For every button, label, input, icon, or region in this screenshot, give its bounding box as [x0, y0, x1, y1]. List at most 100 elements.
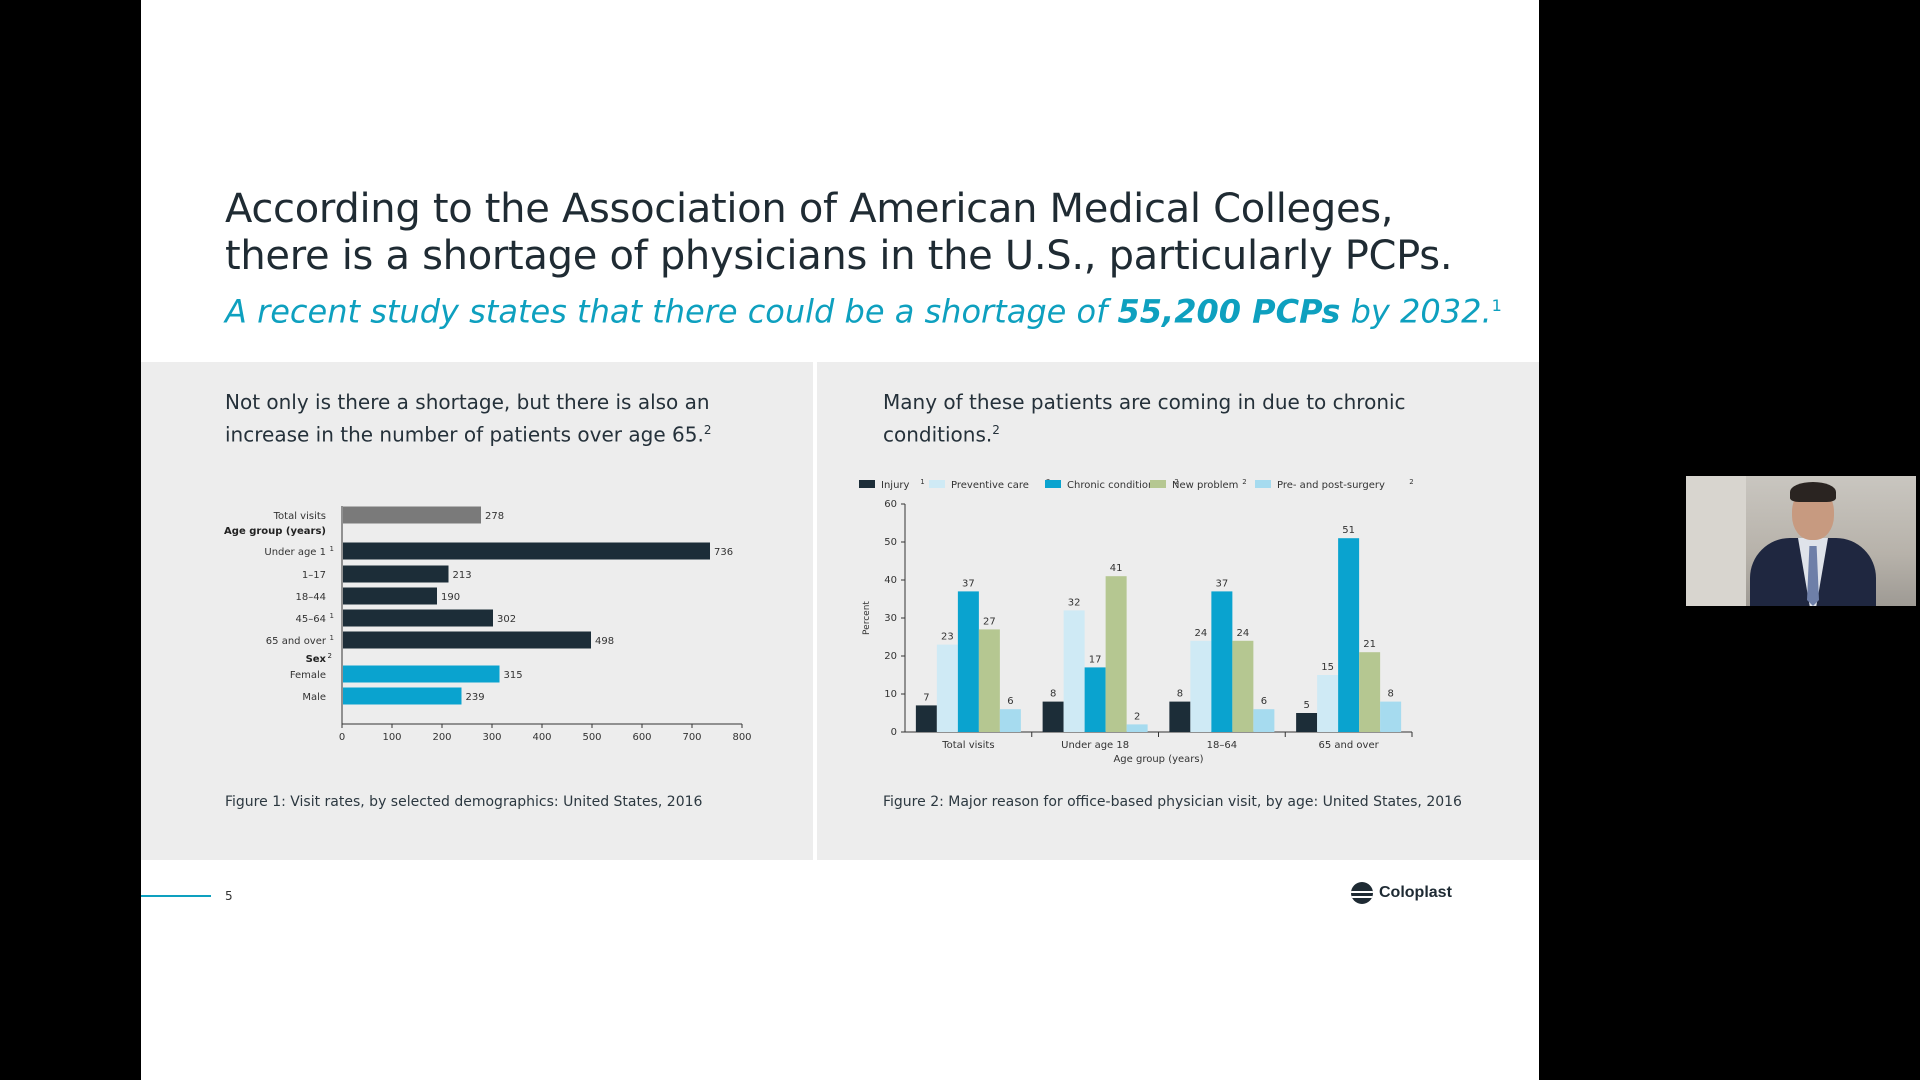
bar-0-2 [957, 591, 979, 732]
legend-swatch-0 [859, 480, 875, 488]
category-label: Under age 1 [264, 547, 326, 558]
coloplast-logo-icon [1351, 882, 1373, 904]
category-label: Female [290, 670, 326, 681]
bar-3 [343, 587, 437, 605]
legend-label: Preventive care [951, 480, 1029, 491]
bar-value-label: 24 [1195, 628, 1208, 639]
bar-value-label: 24 [1237, 628, 1250, 639]
x-tick-label: 100 [382, 732, 401, 742]
legend-ref: 2 [1242, 478, 1246, 486]
coloplast-logo: Coloplast [1351, 882, 1452, 904]
category-label: 18–64 [1207, 740, 1237, 751]
y-tick-label: 20 [884, 651, 897, 662]
bar-value-label: 17 [1089, 654, 1102, 665]
subtitle-pre: A recent study states that there could b… [225, 292, 1118, 331]
legend-swatch-3 [1150, 480, 1166, 488]
left-panel-text-body: Not only is there a shortage, but there … [225, 390, 710, 447]
bar-1-3 [1105, 576, 1127, 732]
bar-value-label: 7 [923, 692, 929, 703]
bar-2 [343, 565, 449, 583]
bar-value-label: 37 [1216, 578, 1229, 589]
bar-0-4 [999, 709, 1021, 732]
category-label: Total visits [273, 511, 326, 522]
bar-7 [343, 687, 462, 705]
category-label: Total visits [941, 740, 994, 751]
category-label: 65 and over [1319, 740, 1380, 751]
presenter-video-thumbnail[interactable] [1686, 476, 1916, 606]
bar-1-2 [1084, 667, 1106, 732]
left-panel: Not only is there a shortage, but there … [141, 362, 813, 860]
bar-value-label: 2 [1134, 711, 1140, 722]
bar-2-2 [1211, 591, 1233, 732]
video-background [1686, 476, 1746, 606]
presenter-tie [1807, 546, 1819, 606]
legend-ref: 1 [920, 478, 924, 486]
category-label: 18–44 [296, 592, 326, 603]
slide-title: According to the Association of American… [225, 186, 1453, 279]
bar-value-label: 190 [441, 592, 460, 603]
bar-value-label: 5 [1303, 700, 1309, 711]
legend-label: Injury [881, 480, 910, 491]
bar-3-1 [1317, 675, 1339, 732]
x-tick-label: 200 [432, 732, 451, 742]
legend-label: Chronic condition [1067, 480, 1154, 491]
bar-value-label: 8 [1050, 689, 1056, 700]
bar-value-label: 213 [453, 570, 472, 581]
x-tick-label: 500 [582, 732, 601, 742]
bar-3-2 [1338, 538, 1360, 732]
category-ref: 1 [330, 634, 334, 642]
legend-ref: 2 [1174, 478, 1178, 486]
bar-1 [343, 542, 710, 560]
category-label: 65 and over [266, 636, 327, 647]
bar-value-label: 278 [485, 511, 504, 522]
bar-value-label: 8 [1177, 689, 1183, 700]
bar-2-0 [1169, 701, 1191, 732]
legend-label: Pre- and post-surgery [1277, 480, 1385, 491]
visit-reason-chart: Injury 1 Preventive care 2 Chronic condition… [859, 478, 1414, 765]
subtitle-highlight: 55,200 PCPs [1117, 292, 1341, 331]
footer-line [141, 895, 211, 897]
bar-0 [343, 506, 481, 524]
legend-label: New problem [1172, 480, 1238, 491]
category-label: Male [302, 692, 326, 703]
bar-2-3 [1232, 640, 1254, 732]
category-label: 1–17 [302, 570, 326, 581]
bar-value-label: 51 [1342, 525, 1355, 536]
x-tick-label: 600 [632, 732, 651, 742]
y-tick-label: 40 [884, 575, 897, 586]
bar-2-1 [1190, 640, 1212, 732]
left-panel-text: Not only is there a shortage, but there … [225, 388, 785, 449]
y-tick-label: 50 [884, 537, 897, 548]
legend-swatch-2 [1045, 480, 1061, 488]
right-panel-text: Many of these patients are coming in due… [883, 388, 1443, 449]
presenter-hair [1790, 482, 1836, 502]
group-header-ref: 2 [328, 652, 332, 660]
y-tick-label: 0 [891, 727, 897, 738]
bar-value-label: 8 [1387, 689, 1393, 700]
x-axis-label: Age group (years) [1113, 754, 1203, 765]
bar-0-1 [936, 644, 958, 732]
slide: According to the Association of American… [141, 0, 1539, 1080]
category-ref: 1 [330, 612, 334, 620]
x-tick-label: 0 [339, 732, 345, 742]
group-header: Sex [306, 654, 327, 665]
bar-value-label: 32 [1068, 597, 1081, 608]
bar-value-label: 15 [1321, 662, 1334, 673]
bar-value-label: 6 [1261, 696, 1267, 707]
subtitle-post: by 2032. [1340, 292, 1492, 331]
right-panel: Many of these patients are coming in due… [817, 362, 1539, 860]
bar-value-label: 21 [1363, 639, 1376, 650]
right-panel-text-body: Many of these patients are coming in due… [883, 390, 1406, 447]
legend-swatch-4 [1255, 480, 1271, 488]
right-panel-text-ref: 2 [992, 423, 1000, 437]
bar-value-label: 37 [962, 578, 975, 589]
group-header: Age group (years) [224, 526, 326, 537]
figure-2-caption: Figure 2: Major reason for office-based … [883, 794, 1462, 810]
bar-value-label: 302 [497, 614, 516, 625]
bar-4 [343, 609, 493, 627]
bar-1-1 [1063, 610, 1085, 732]
left-panel-text-ref: 2 [703, 423, 712, 437]
x-tick-label: 400 [532, 732, 551, 742]
x-tick-label: 800 [732, 732, 751, 742]
bar-value-label: 27 [983, 616, 996, 627]
